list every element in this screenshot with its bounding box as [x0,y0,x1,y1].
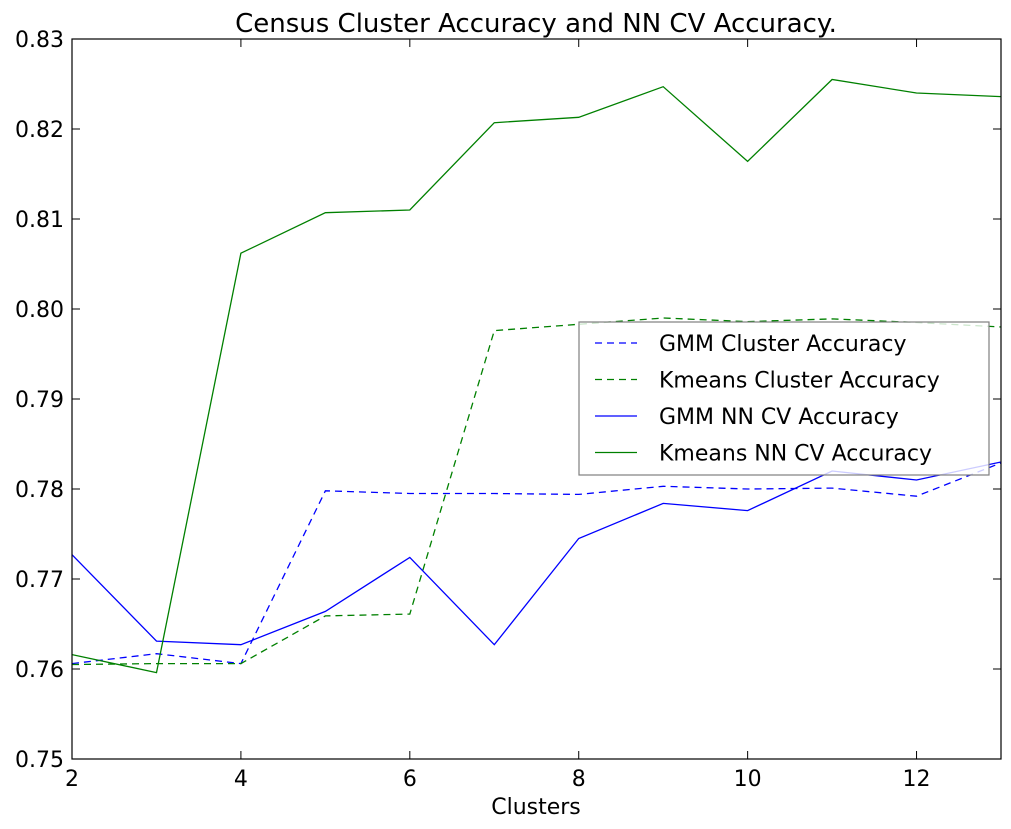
x-tick-label: 2 [65,767,79,792]
legend-entry-label: Kmeans Cluster Accuracy [659,369,940,394]
x-tick-label: 4 [234,767,248,792]
y-tick-label: 0.79 [15,388,64,413]
y-tick-label: 0.82 [15,118,64,143]
legend: GMM Cluster Accuracy Kmeans Cluster Accur… [578,321,990,476]
series-line-gmm-nn-cv-accuracy [72,461,1001,646]
x-tick-label: 8 [572,767,586,792]
y-tick-label: 0.81 [15,208,64,233]
chart-title: Census Cluster Accuracy and NN CV Accura… [235,9,837,39]
x-axis-label: Clusters [491,795,581,820]
axes: 2 4 6 8 10 12 0.75 0.76 0.77 0.78 0.79 0.80 0.81 0.82… [15,28,1002,792]
y-tick-label: 0.80 [15,298,64,323]
y-tick-label: 0.76 [15,658,64,683]
y-tick-label: 0.77 [15,568,64,593]
y-tick-label: 0.78 [15,478,64,503]
legend-entry-label: GMM Cluster Accuracy [659,332,907,357]
x-tick-label: 6 [403,767,417,792]
x-tick-label: 12 [903,767,931,792]
legend-entry-label: GMM NN CV Accuracy [659,405,899,430]
x-tick-label: 10 [734,767,762,792]
y-tick-label: 0.75 [15,748,64,773]
series-line-kmeans-nn-cv-accuracy [72,78,1001,674]
legend-entry-label: Kmeans NN CV Accuracy [659,442,932,467]
series-line-kmeans-cluster-accuracy [72,317,1001,666]
series-line-gmm-cluster-accuracy [72,462,1001,665]
y-tick-label: 0.83 [15,28,64,53]
legend-box [578,321,990,476]
